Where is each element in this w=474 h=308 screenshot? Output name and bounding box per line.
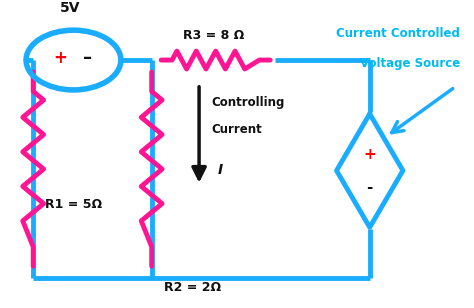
Text: +: + [53,49,67,67]
Text: –: – [83,49,92,67]
Text: I: I [218,163,223,176]
Text: Voltage Source: Voltage Source [360,57,460,70]
Text: 5V: 5V [59,1,80,15]
Text: -: - [366,180,373,195]
Text: Controlling: Controlling [211,96,284,109]
Text: Current: Current [211,123,262,136]
Text: Current Controlled: Current Controlled [336,27,460,40]
Text: R1 = 5Ω: R1 = 5Ω [45,198,102,211]
Text: +: + [364,147,376,162]
Text: R3 = 8 Ω: R3 = 8 Ω [182,29,244,42]
Text: R2 = 2Ω: R2 = 2Ω [164,281,221,294]
